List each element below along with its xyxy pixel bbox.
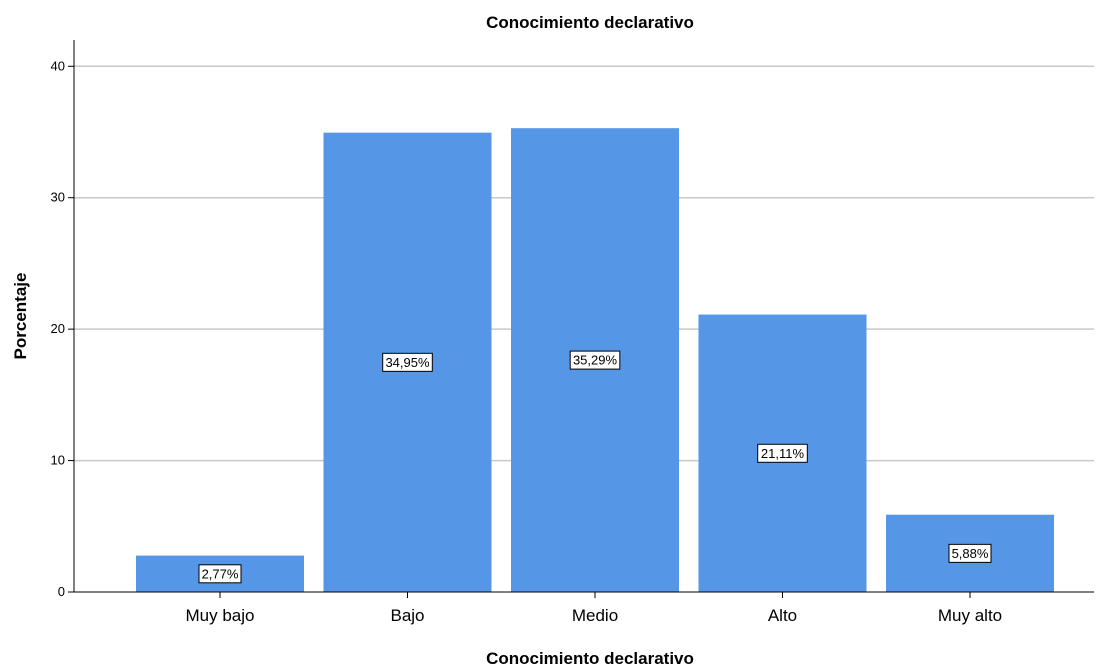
- data-label-4: 5,88%: [952, 546, 989, 561]
- data-label-1: 34,95%: [385, 355, 430, 370]
- data-label-box-1: [382, 352, 433, 372]
- data-labels: 2,77% 34,95% 35,29% 21,11% 5,88%: [198, 350, 992, 584]
- y-tick-label-2: 20: [51, 321, 65, 336]
- data-label-box-2: [569, 350, 621, 370]
- data-label-box-0: [198, 564, 242, 584]
- y-tick-label-0: 0: [58, 584, 65, 599]
- axes: [68, 40, 1094, 598]
- x-category-label-0: Muy bajo: [186, 606, 255, 625]
- data-label-0: 2,77%: [202, 566, 239, 581]
- y-tick-labels: 0 10 20 30 40: [51, 58, 65, 599]
- data-label-box-4: [948, 543, 992, 563]
- y-tick-label-4: 40: [51, 58, 65, 73]
- x-category-labels: Muy bajo Bajo Medio Alto Muy alto: [186, 606, 1003, 625]
- x-category-label-4: Muy alto: [938, 606, 1002, 625]
- data-label-box-3: [757, 443, 808, 463]
- y-axis-title: Porcentaje: [11, 273, 30, 360]
- y-tick-label-1: 10: [51, 453, 65, 468]
- x-category-label-3: Alto: [768, 606, 797, 625]
- chart-title: Conocimiento declarativo: [486, 13, 694, 32]
- data-label-2: 35,29%: [573, 353, 618, 368]
- x-axis-title: Conocimiento declarativo: [486, 649, 694, 668]
- data-label-3: 21,11%: [761, 446, 805, 461]
- y-tick-label-3: 30: [51, 190, 65, 205]
- x-category-label-1: Bajo: [390, 606, 424, 625]
- x-category-label-2: Medio: [572, 606, 618, 625]
